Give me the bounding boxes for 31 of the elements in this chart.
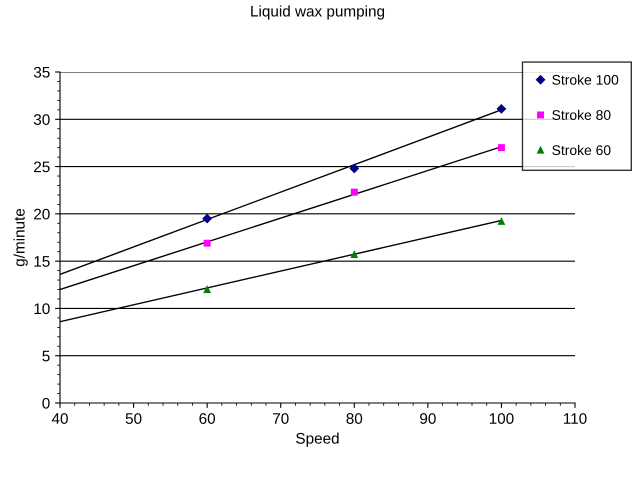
y-tick-label: 30 (34, 114, 50, 125)
x-tick-label: 80 (346, 413, 362, 424)
y-tick-label: 20 (34, 208, 50, 220)
point (350, 164, 359, 174)
legend-label: Stroke 80 (552, 110, 611, 120)
point (498, 144, 505, 152)
legend-label: Stroke 60 (552, 144, 611, 156)
x-tick-label: 70 (273, 413, 289, 424)
y-tick-label: 25 (34, 161, 50, 172)
y-axis-title: g/minute (13, 208, 28, 266)
x-tick-label: 50 (126, 413, 142, 424)
point (202, 214, 212, 224)
x-tick-label: 40 (52, 413, 68, 424)
x-tick-label: 100 (490, 413, 514, 424)
y-tick-label: 0 (42, 398, 50, 409)
chart-title: Liquid wax pumping (251, 5, 384, 20)
point (350, 251, 358, 258)
point (498, 218, 505, 225)
x-tick-label: 90 (420, 413, 436, 424)
point (204, 286, 211, 293)
y-tick-label: 35 (34, 66, 50, 78)
point (204, 240, 211, 247)
point (350, 188, 358, 196)
y-tick-label: 15 (34, 256, 50, 267)
x-axis-title: Speed (296, 432, 339, 447)
x-tick-label: 60 (199, 413, 216, 424)
x-tick-label: 110 (564, 413, 587, 424)
point (496, 104, 506, 114)
legend-label: Stroke 100 (552, 74, 618, 85)
y-tick-label: 10 (34, 303, 50, 314)
y-tick-label: 5 (42, 350, 50, 362)
